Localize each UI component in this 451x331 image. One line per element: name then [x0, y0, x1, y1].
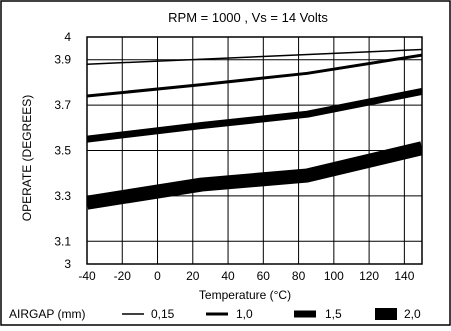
y-tick-label: 3	[64, 257, 71, 271]
plot-area-border	[86, 36, 423, 265]
x-tick-label: 40	[221, 269, 235, 283]
chart-title: RPM = 1000 , Vs = 14 Volts	[168, 10, 328, 25]
x-tick-label: 80	[292, 269, 306, 283]
legend-title: AIRGAP (mm)	[9, 307, 85, 321]
y-tick-label: 3.9	[54, 53, 71, 67]
legend-entry-label: 2,0	[404, 307, 421, 321]
x-tick-label: 0	[154, 269, 161, 283]
series-line-1	[87, 48, 422, 65]
x-tick-label: 100	[324, 269, 344, 283]
y-tick-label: 3.1	[54, 234, 71, 248]
x-axis-label: Temperature (°C)	[199, 288, 291, 302]
x-tick-label: 20	[186, 269, 200, 283]
legend: AIRGAP (mm) 0,15 1,0 1,5 2,0	[9, 307, 421, 321]
y-tick-label: 3.5	[54, 144, 71, 158]
series-line-2	[87, 53, 422, 98]
x-tick-label: -40	[78, 269, 96, 283]
x-tick-label: 120	[359, 269, 379, 283]
y-axis-label: OPERATE (DEGREES)	[20, 95, 34, 221]
legend-entry-label: 1,5	[325, 307, 342, 321]
legend-entry-label: 0,15	[151, 307, 175, 321]
y-tick-label: 4	[64, 30, 71, 44]
series-line-3	[87, 88, 422, 143]
y-tick-label: 3.3	[54, 189, 71, 203]
tick-labels: -40 -20 0 20 40 60 80 100 120 140 3 3.1 3.3 3.5 3.7 3.9…	[54, 30, 414, 283]
x-tick-label: 60	[257, 269, 271, 283]
series-line-4	[87, 141, 422, 210]
grid-lines	[86, 36, 422, 265]
legend-entry-label: 1,0	[236, 307, 253, 321]
series-lines	[87, 48, 422, 210]
x-tick-label: 140	[394, 269, 414, 283]
y-tick-label: 3.7	[54, 98, 71, 112]
x-tick-label: -20	[114, 269, 132, 283]
